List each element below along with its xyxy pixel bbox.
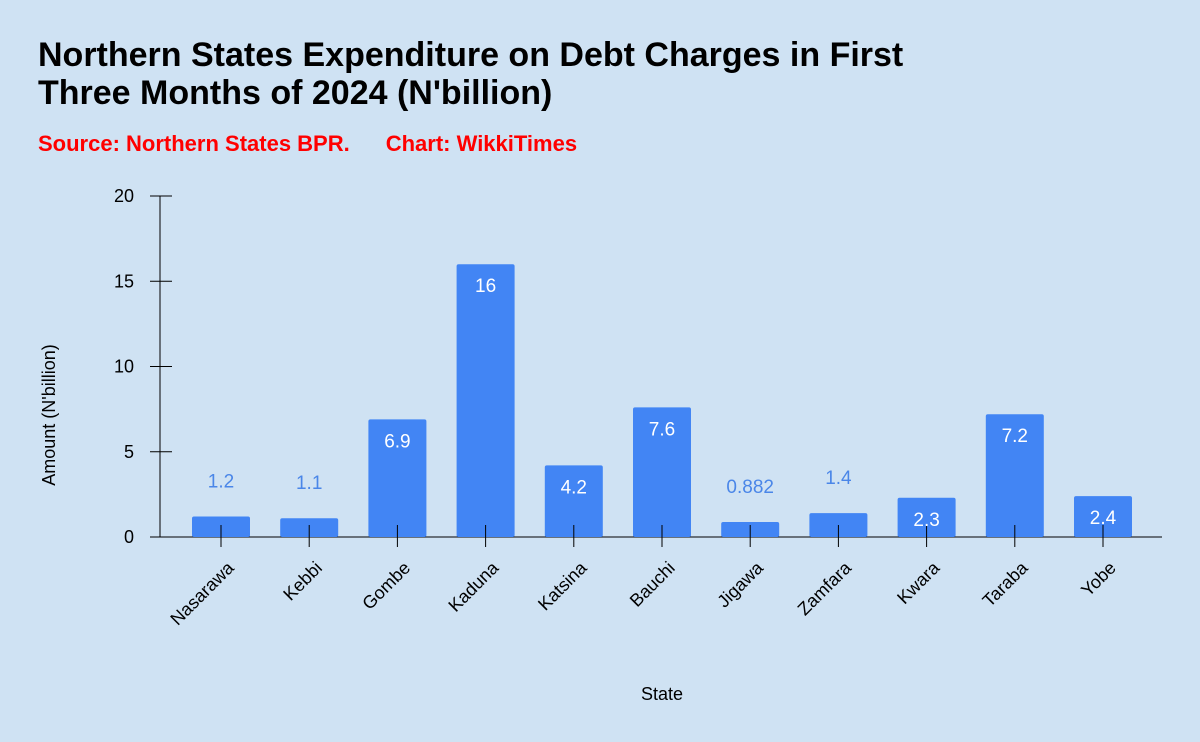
chart-subtitle: Source: Northern States BPR. Chart: Wikki…: [38, 131, 577, 157]
data-label-kebbi: 1.1: [296, 473, 322, 494]
x-tick-label: Gombe: [358, 558, 414, 614]
chart-title-line-2: Three Months of 2024 (N'billion): [38, 74, 553, 112]
bar-yobe: [1074, 496, 1132, 537]
x-axis-ticks: Nasarawa Kebbi Gombe Kaduna Katsina Bauchi Jig…: [166, 525, 1120, 629]
y-axis-title: Amount (N'billion): [39, 344, 59, 486]
y-tick-label: 5: [124, 442, 134, 462]
data-label-kwara: 2.3: [913, 510, 939, 531]
data-label-katsina: 4.2: [561, 477, 587, 498]
x-tick-label: Taraba: [979, 557, 1033, 611]
chart-title: Northern States Expenditure on Debt Char…: [38, 36, 1158, 112]
data-label-nasarawa: 1.2: [208, 472, 234, 493]
data-labels: 1.2 1.1 6.9 16 4.2 7.6 0.882 1.4 2.3 7.2 2.4: [208, 276, 1117, 531]
y-tick-label: 20: [114, 186, 134, 206]
bar-katsina: [544, 465, 603, 537]
bar-bauchi: [633, 407, 691, 537]
x-tick-label: Bauchi: [626, 558, 679, 611]
x-tick-label: Nasarawa: [166, 557, 238, 629]
x-tick-label: Kaduna: [444, 557, 503, 616]
x-tick-label: Kwara: [893, 557, 944, 608]
y-tick-label: 15: [114, 271, 134, 291]
x-tick-label: Kebbi: [279, 558, 326, 605]
bar-kaduna: [456, 264, 515, 537]
data-label-bauchi: 7.6: [649, 419, 675, 440]
bar-kwara: [897, 497, 956, 537]
y-tick-label: 10: [114, 357, 134, 377]
data-label-taraba: 7.2: [1002, 426, 1028, 447]
x-tick-label: Yobe: [1077, 558, 1120, 601]
y-tick-label: 0: [124, 527, 134, 547]
source-label: Source: Northern States BPR.: [38, 131, 350, 156]
chart-bars: [192, 264, 1132, 537]
data-label-gombe: 6.9: [384, 431, 410, 452]
data-label-zamfara: 1.4: [825, 468, 852, 489]
x-axis-title: State: [641, 684, 683, 704]
bar-taraba: [985, 414, 1044, 537]
data-label-yobe: 2.4: [1090, 508, 1117, 529]
x-tick-label: Katsina: [534, 557, 591, 614]
data-label-kaduna: 16: [475, 276, 496, 297]
chart-title-line-1: Northern States Expenditure on Debt Char…: [38, 36, 904, 74]
x-tick-label: Zamfara: [794, 557, 856, 619]
chart-credit-label: Chart: WikkiTimes: [385, 131, 578, 156]
bar-gombe: [368, 419, 427, 537]
data-label-jigawa: 0.882: [726, 477, 774, 498]
x-tick-label: Jigawa: [713, 557, 767, 611]
